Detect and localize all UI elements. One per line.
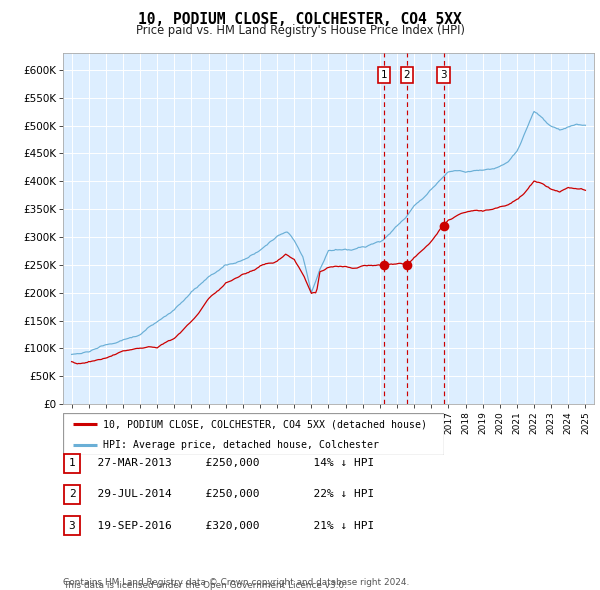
Text: Price paid vs. HM Land Registry's House Price Index (HPI): Price paid vs. HM Land Registry's House …: [136, 24, 464, 37]
Text: 2: 2: [404, 70, 410, 80]
Text: Contains HM Land Registry data © Crown copyright and database right 2024.: Contains HM Land Registry data © Crown c…: [63, 578, 409, 587]
Text: 1: 1: [380, 70, 387, 80]
Text: 10, PODIUM CLOSE, COLCHESTER, CO4 5XX (detached house): 10, PODIUM CLOSE, COLCHESTER, CO4 5XX (d…: [103, 419, 427, 430]
Text: 1: 1: [68, 458, 76, 468]
Text: 10, PODIUM CLOSE, COLCHESTER, CO4 5XX: 10, PODIUM CLOSE, COLCHESTER, CO4 5XX: [138, 12, 462, 27]
Text: This data is licensed under the Open Government Licence v3.0.: This data is licensed under the Open Gov…: [63, 581, 347, 590]
Text: 29-JUL-2014     £250,000        22% ↓ HPI: 29-JUL-2014 £250,000 22% ↓ HPI: [84, 490, 374, 499]
Text: 3: 3: [68, 521, 76, 530]
Text: 2: 2: [68, 490, 76, 499]
Text: 27-MAR-2013     £250,000        14% ↓ HPI: 27-MAR-2013 £250,000 14% ↓ HPI: [84, 458, 374, 468]
Text: HPI: Average price, detached house, Colchester: HPI: Average price, detached house, Colc…: [103, 440, 379, 450]
Text: 19-SEP-2016     £320,000        21% ↓ HPI: 19-SEP-2016 £320,000 21% ↓ HPI: [84, 521, 374, 530]
Text: 3: 3: [440, 70, 447, 80]
